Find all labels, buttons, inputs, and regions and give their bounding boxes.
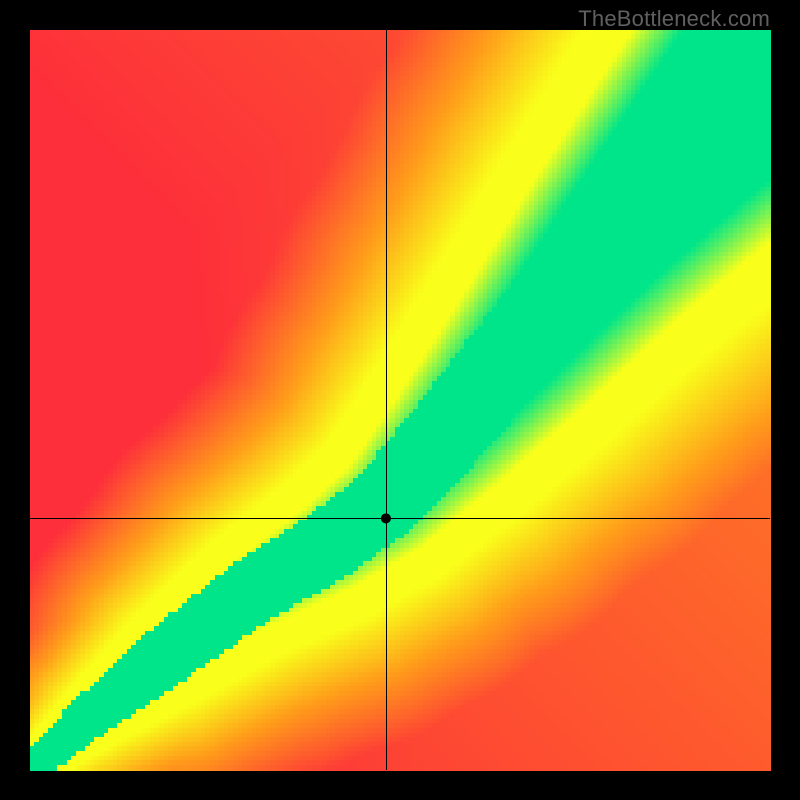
watermark-text: TheBottleneck.com bbox=[578, 6, 770, 32]
chart-container: TheBottleneck.com bbox=[0, 0, 800, 800]
bottleneck-heatmap bbox=[0, 0, 800, 800]
